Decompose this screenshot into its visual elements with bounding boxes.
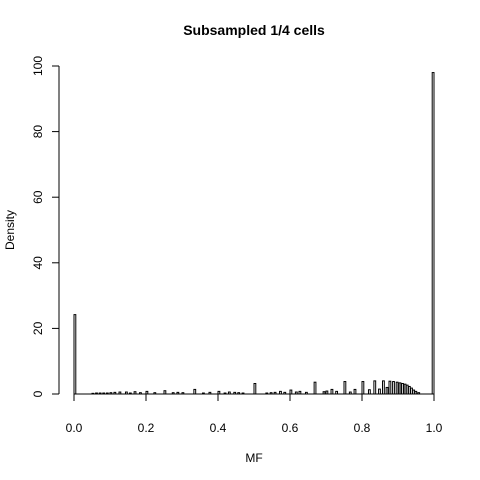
y-tick-label: 0 bbox=[31, 390, 45, 397]
histogram-bar bbox=[313, 381, 317, 395]
x-tick-label: 0.0 bbox=[66, 421, 83, 435]
histogram-bar bbox=[385, 386, 389, 395]
histogram-bar bbox=[367, 389, 371, 395]
histogram-bar bbox=[289, 389, 293, 395]
histogram-bar bbox=[403, 383, 407, 395]
x-tick-label: 0.6 bbox=[282, 421, 299, 435]
histogram-bar bbox=[407, 385, 411, 395]
plot-area bbox=[73, 72, 435, 395]
histogram-bar bbox=[382, 380, 385, 395]
histogram-bar bbox=[395, 381, 399, 395]
y-tick-label: 80 bbox=[31, 125, 45, 139]
histogram-bar bbox=[73, 314, 77, 395]
x-axis-label: MF bbox=[245, 451, 262, 465]
histogram-bar bbox=[412, 389, 416, 395]
x-tick-label: 0.4 bbox=[210, 421, 227, 435]
histogram-bar bbox=[405, 384, 409, 395]
histogram-bar bbox=[431, 72, 435, 395]
y-tick-label: 60 bbox=[31, 190, 45, 204]
x-axis-ticks: 0.0 0.2 0.4 0.6 0.8 1.0 bbox=[66, 394, 443, 435]
x-tick-label: 0.8 bbox=[354, 421, 371, 435]
y-tick-label: 40 bbox=[31, 256, 45, 270]
y-tick-label: 20 bbox=[31, 321, 45, 335]
x-tick-label: 0.2 bbox=[138, 421, 155, 435]
y-axis-ticks: 0 20 40 60 80 100 bbox=[31, 56, 59, 397]
y-tick-label: 100 bbox=[31, 56, 45, 76]
histogram-bar bbox=[193, 388, 197, 395]
histogram-bar bbox=[343, 381, 347, 395]
histogram-bar bbox=[398, 382, 402, 395]
histogram-bar bbox=[410, 387, 413, 395]
histogram-bar bbox=[378, 388, 381, 395]
histogram-bar bbox=[401, 383, 404, 395]
histogram-bar bbox=[361, 381, 365, 395]
histogram-bar bbox=[388, 380, 392, 395]
y-axis-label: Density bbox=[3, 210, 17, 250]
histogram-bar bbox=[373, 380, 377, 395]
chart-title: Subsampled 1/4 cells bbox=[183, 22, 325, 38]
x-tick-label: 1.0 bbox=[426, 421, 443, 435]
histogram-bar bbox=[330, 388, 334, 395]
histogram-bar bbox=[392, 381, 395, 395]
histogram-bar bbox=[253, 383, 257, 395]
histogram-bar bbox=[353, 388, 357, 395]
